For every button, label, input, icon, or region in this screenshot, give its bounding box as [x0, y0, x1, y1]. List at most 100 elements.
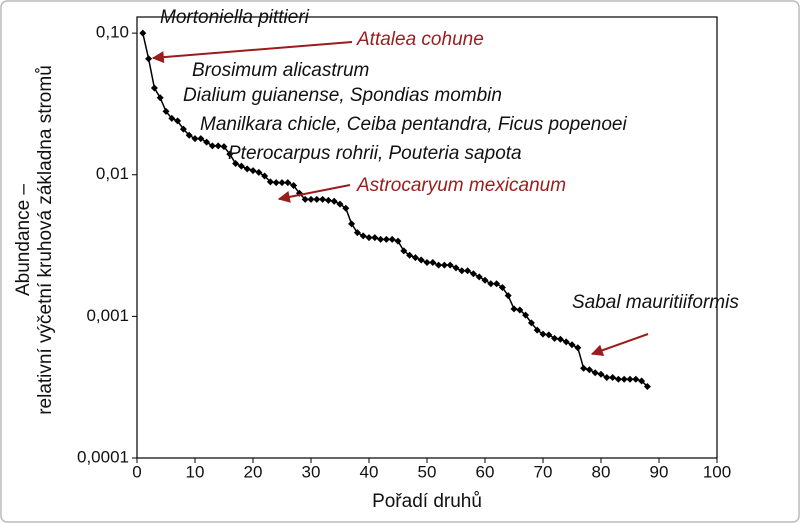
data-point [440, 261, 448, 269]
data-point [469, 270, 477, 278]
x-tick-label: 60 [476, 462, 495, 481]
y-axis-label: Abundance – [13, 184, 34, 296]
annotation: Sabal mauritiiformis [572, 292, 739, 313]
data-point [614, 375, 622, 383]
data-point [475, 273, 483, 281]
x-tick-label: 70 [534, 462, 553, 481]
data-point [237, 162, 245, 170]
data-point [406, 251, 414, 259]
data-point [417, 256, 425, 264]
data-point [139, 29, 147, 37]
data-point [626, 375, 634, 383]
data-point [620, 375, 628, 383]
data-point [371, 234, 379, 242]
data-point [220, 143, 228, 151]
x-tick-label: 40 [360, 462, 379, 481]
data-point [458, 267, 466, 275]
data-point [411, 254, 419, 262]
data-point [261, 172, 269, 180]
data-point [452, 264, 460, 272]
data-point [313, 195, 321, 203]
data-point [156, 94, 164, 102]
data-point [498, 283, 506, 291]
y-axis-label: relativní výčetní kruhová základna strom… [35, 65, 56, 415]
data-point [533, 326, 541, 334]
data-point [464, 267, 472, 275]
data-point [568, 341, 576, 349]
data-point [377, 235, 385, 243]
x-tick-label: 20 [244, 462, 263, 481]
data-point [574, 344, 582, 352]
annotation: Astrocaryum mexicanum [356, 175, 566, 196]
data-point [191, 135, 199, 143]
data-point [643, 382, 651, 390]
data-point [272, 179, 280, 187]
data-point [510, 305, 518, 313]
data-point [551, 334, 559, 342]
data-point [556, 335, 564, 343]
data-point [591, 369, 599, 377]
data-point [527, 319, 535, 327]
y-tick-label: 0,01 [96, 164, 129, 183]
annotation-arrow [590, 333, 649, 357]
data-point [232, 160, 240, 168]
data-point [319, 195, 327, 203]
data-point [208, 142, 216, 150]
data-point [348, 220, 356, 228]
data-point [203, 138, 211, 146]
data-point [342, 204, 350, 212]
data-point [266, 178, 274, 186]
data-point [632, 375, 640, 383]
data-point [214, 142, 222, 150]
x-axis-label: Pořadí druhů [372, 491, 482, 512]
data-point [603, 374, 611, 382]
data-point [174, 117, 182, 125]
data-point [516, 306, 524, 314]
annotation: Manilkara chicle, Ceiba pentandra, Ficus… [200, 114, 627, 135]
x-tick-label: 100 [703, 462, 731, 481]
data-point [609, 374, 617, 382]
data-point [487, 280, 495, 288]
data-point [330, 197, 338, 205]
data-point [539, 330, 547, 338]
data-point [481, 276, 489, 284]
data-point [290, 181, 298, 189]
data-point [423, 259, 431, 267]
data-point [562, 338, 570, 346]
annotation: Dialium guianense, Spondias mombin [183, 85, 502, 106]
x-tick-label: 30 [302, 462, 321, 481]
data-point [359, 232, 367, 240]
data-line [142, 32, 648, 388]
annotation: Brosimum alicastrum [192, 60, 369, 81]
data-point [324, 196, 332, 204]
x-tick-label: 0 [132, 462, 141, 481]
data-point [185, 131, 193, 139]
data-point [382, 235, 390, 243]
data-point [278, 179, 286, 187]
data-point [394, 237, 402, 245]
annotation: Mortoniella pittieri [160, 7, 310, 28]
data-point [145, 55, 153, 63]
data-point [336, 200, 344, 208]
data-point [446, 261, 454, 269]
data-point [301, 195, 309, 203]
data-point [226, 150, 234, 158]
data-point [243, 165, 251, 173]
data-point [388, 235, 396, 243]
annotation: Pterocarpus rohrii, Pouteria sapota [228, 143, 522, 164]
data-point [179, 125, 187, 133]
data-point [580, 364, 588, 372]
data-point [197, 135, 205, 143]
data-point [435, 261, 443, 269]
annotation-arrow [151, 41, 353, 64]
data-point [168, 114, 176, 122]
data-point [638, 377, 646, 385]
annotation-arrow [277, 184, 351, 203]
data-point [400, 247, 408, 255]
data-point [504, 292, 512, 300]
x-tick-label: 50 [418, 462, 437, 481]
data-point [429, 259, 437, 267]
data-point [284, 179, 292, 187]
data-point [365, 234, 373, 242]
